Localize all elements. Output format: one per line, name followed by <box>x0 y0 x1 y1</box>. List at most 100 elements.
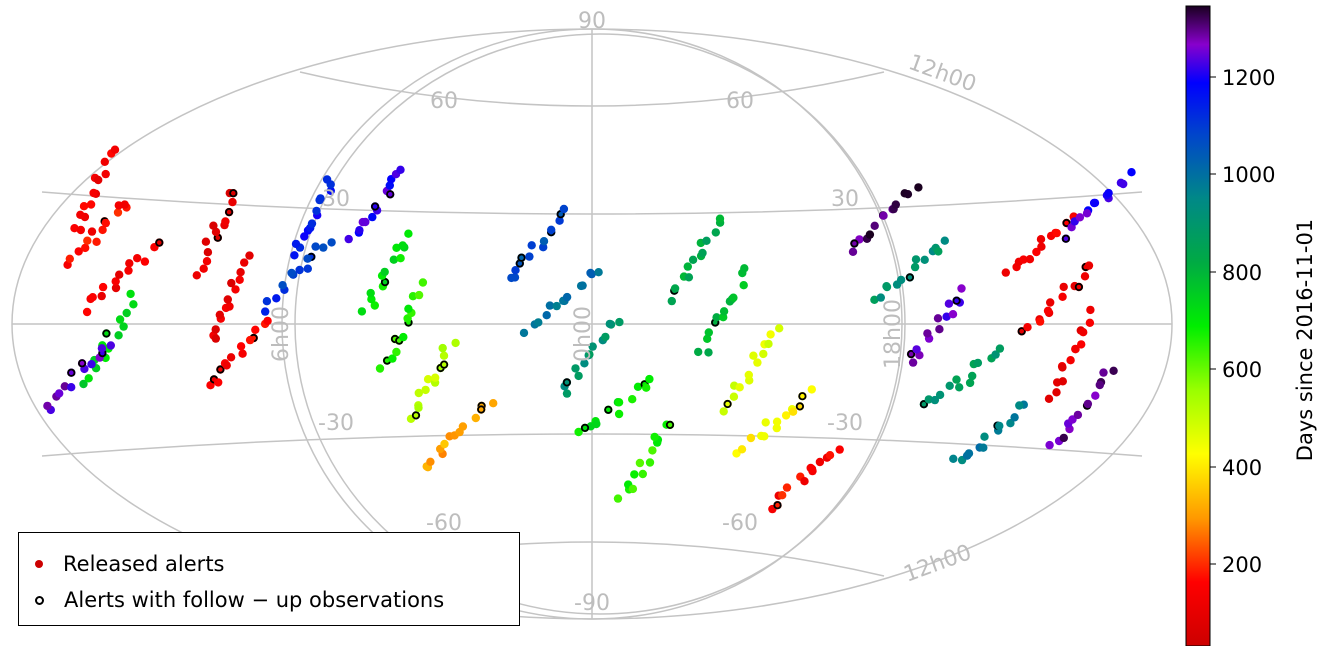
followup-marker <box>562 378 572 387</box>
alert-point <box>920 255 929 264</box>
alert-point <box>355 226 364 235</box>
alert-point <box>945 381 954 390</box>
alert-point <box>571 364 580 373</box>
grid-label-minus60-right: -60 <box>722 511 758 536</box>
alert-point <box>870 221 879 230</box>
alert-point <box>88 293 97 302</box>
alert-point <box>361 217 370 227</box>
followup-marker <box>798 392 807 401</box>
alert-point <box>98 225 107 235</box>
alert-point <box>759 349 768 359</box>
alert-point <box>753 358 762 367</box>
alert-point <box>815 457 825 467</box>
alert-point <box>744 370 753 380</box>
alert-point <box>739 281 748 290</box>
alert-point <box>404 229 413 238</box>
alert-point <box>586 268 595 278</box>
alert-point <box>290 251 299 260</box>
alert-point <box>896 275 906 285</box>
alert-point <box>76 210 85 219</box>
alert-point <box>1066 356 1075 365</box>
alert-point <box>65 254 75 263</box>
meridian-label-0h: 0h00 <box>571 306 596 362</box>
alert-point <box>84 374 93 383</box>
alert-point <box>1015 401 1024 410</box>
alert-point <box>552 301 561 311</box>
alert-point <box>547 225 556 234</box>
alert-point <box>399 332 408 342</box>
alert-point <box>952 375 961 384</box>
alert-point <box>222 361 231 370</box>
alert-point <box>225 302 234 311</box>
alert-point <box>578 281 587 290</box>
alert-point <box>111 283 121 293</box>
alert-point <box>115 315 125 324</box>
alert-point <box>1052 228 1061 238</box>
alert-point <box>312 206 321 216</box>
alert-point <box>1006 419 1015 428</box>
meridian-tilted <box>294 33 906 615</box>
alert-point <box>605 319 614 329</box>
alert-point <box>236 268 245 277</box>
alert-point <box>995 344 1005 353</box>
alert-point <box>227 278 236 288</box>
alert-point <box>648 446 657 455</box>
alert-point <box>534 318 543 327</box>
alert-point <box>101 169 110 179</box>
alert-point <box>949 454 958 463</box>
grid-label-30-right: 30 <box>831 187 859 212</box>
alert-point <box>1127 168 1136 177</box>
followup-marker <box>229 189 238 198</box>
alert-point <box>94 175 103 185</box>
alert-point <box>1043 306 1053 315</box>
alert-point <box>574 371 583 381</box>
alert-point <box>694 347 703 357</box>
alert-point <box>326 186 335 195</box>
legend-label-followup: Alerts with follow − up observations <box>64 588 445 612</box>
alert-point <box>559 204 569 214</box>
alert-point <box>67 383 76 392</box>
colorbar-tick-1200: 1200 <box>1222 66 1275 90</box>
followup-marker <box>773 501 782 510</box>
alert-point <box>122 308 131 318</box>
alert-point <box>100 157 110 166</box>
alert-point <box>911 255 921 264</box>
alert-point <box>124 266 133 275</box>
alert-point <box>991 350 1000 359</box>
alert-point <box>209 221 218 230</box>
sky-grid <box>11 28 1173 620</box>
alert-point <box>825 451 835 460</box>
grid-labels: 90 60 60 30 30 -30 -30 -60 -60 -90 0h00 … <box>269 9 979 616</box>
alert-point <box>914 183 923 192</box>
alert-point <box>97 344 107 353</box>
colorbar-tick-1000: 1000 <box>1222 163 1275 187</box>
alert-point <box>876 293 885 302</box>
alert-point <box>539 237 549 246</box>
followup-marker <box>1061 234 1071 243</box>
alert-point <box>367 295 376 304</box>
alert-point <box>1095 380 1105 390</box>
alert-point <box>375 364 385 373</box>
alert-point <box>910 262 920 272</box>
alert-point <box>245 335 255 345</box>
alert-point <box>968 371 977 381</box>
alert-point <box>781 411 791 420</box>
alert-point <box>392 347 401 357</box>
alert-point <box>366 288 375 298</box>
alert-point <box>979 443 988 452</box>
alert-point <box>458 422 468 431</box>
followup-marker <box>1017 327 1026 336</box>
alert-point <box>113 208 123 217</box>
alert-point <box>228 197 237 207</box>
alert-point <box>934 247 943 256</box>
alert-point <box>865 230 875 239</box>
alert-point <box>201 237 211 246</box>
alert-point <box>614 398 624 407</box>
alert-point <box>628 484 638 494</box>
alert-point <box>729 293 738 302</box>
alert-point <box>1073 410 1083 420</box>
alert-point <box>729 392 739 401</box>
alert-point <box>712 313 721 322</box>
alert-point <box>79 379 88 389</box>
alert-point <box>740 264 749 273</box>
